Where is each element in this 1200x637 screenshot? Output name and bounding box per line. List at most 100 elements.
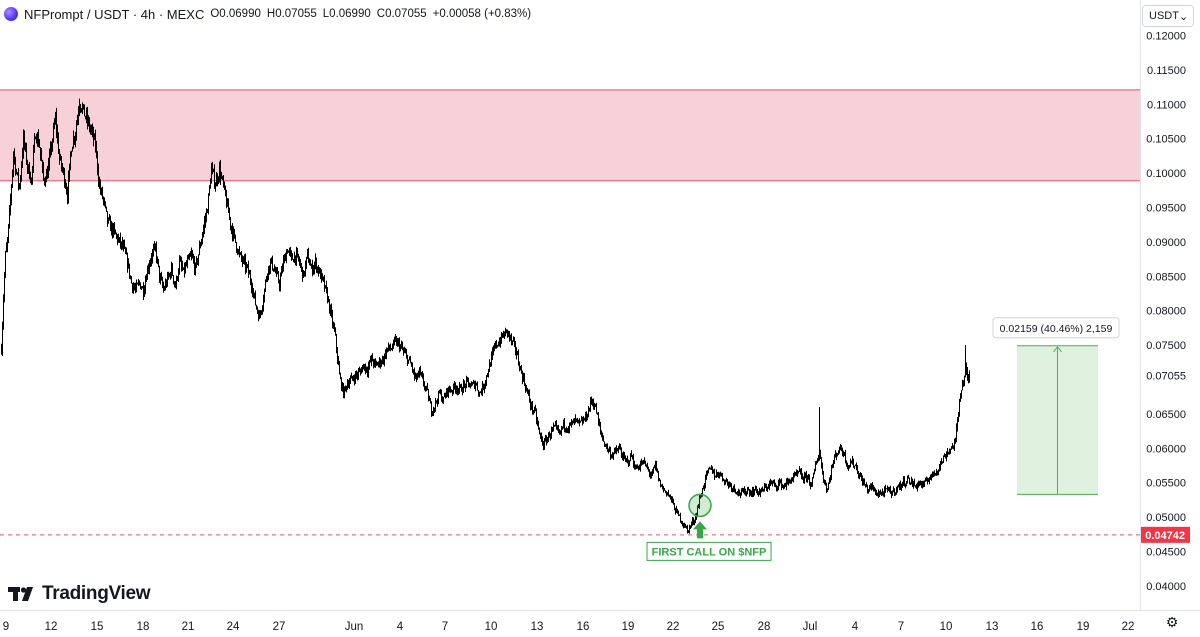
candle-down (318, 267, 319, 274)
candle-up (371, 355, 372, 362)
candle-down (570, 423, 571, 425)
candle-up (369, 360, 370, 367)
candle-down (515, 342, 516, 351)
candle-down (40, 147, 41, 155)
candle-up (505, 330, 506, 337)
candle-down (651, 474, 652, 476)
candle-up (550, 435, 551, 438)
candle-up (716, 473, 717, 478)
candle-down (723, 478, 724, 481)
candle-down (933, 471, 934, 474)
candle-up (639, 468, 640, 470)
candle-down (681, 521, 682, 523)
candle-down (612, 455, 613, 457)
candle-up (210, 183, 211, 187)
candle-up (698, 505, 699, 508)
candle-up (113, 226, 114, 235)
candle-up (494, 347, 495, 349)
candle-up (711, 466, 712, 470)
candle-down (856, 464, 857, 468)
candle-up (433, 408, 434, 413)
price-axis[interactable]: 0.12000 0.11500 0.11000 0.10500 0.10000 0.095… (1140, 0, 1191, 610)
candle-down (106, 206, 107, 212)
candle-down (575, 418, 576, 420)
candle-down (668, 493, 669, 496)
candle-down (540, 433, 541, 436)
callout-circle (688, 493, 712, 518)
currency-label: USDT (1149, 10, 1179, 22)
candle-down (139, 282, 140, 284)
candle-up (508, 331, 509, 334)
candle-up (581, 419, 582, 421)
candle-up (165, 282, 166, 289)
candle-down (125, 247, 126, 254)
candle-up (408, 359, 409, 364)
candle-up (554, 425, 555, 427)
candle-down (193, 257, 194, 262)
candle-up (832, 466, 833, 468)
candle-up (32, 166, 33, 179)
candle-down (228, 201, 229, 213)
candle-up (151, 258, 152, 262)
candle-down (116, 233, 117, 236)
candle-up (246, 265, 247, 269)
candle-down (97, 152, 98, 170)
candle-up (266, 278, 267, 282)
candle-up (187, 259, 188, 265)
candle-up (188, 255, 189, 260)
currency-selector[interactable]: USDT ⌄ (1142, 5, 1194, 27)
candle-down (757, 490, 758, 494)
candle-up (294, 255, 295, 262)
candle-down (122, 241, 123, 248)
candle-up (741, 489, 742, 495)
candle-up (164, 288, 165, 290)
gear-icon[interactable]: ⚙ (1165, 614, 1179, 630)
symbol-title[interactable]: NFPrompt / USDT · 4h · MEXC (24, 6, 205, 22)
candle-up (360, 370, 361, 372)
candle-up (379, 359, 380, 364)
candle-down (858, 473, 859, 477)
candle-up (797, 472, 798, 474)
candle-down (275, 270, 276, 273)
candle-down (25, 145, 26, 147)
time-axis[interactable]: 9 12 15 18 21 24 27 Jun 4 7 10 13 16 19 22 25 28 Jul 4 7 10 1… (0, 610, 1200, 634)
candle-down (532, 403, 533, 411)
price-tick-label: 0.08500 (1146, 271, 1186, 283)
tradingview-wordmark: TradingView (42, 583, 151, 604)
candle-down (665, 490, 666, 492)
candle-up (965, 366, 966, 377)
candle-up (944, 455, 945, 457)
candle-down (657, 468, 658, 472)
candle-down (784, 485, 785, 487)
candle-up (643, 460, 644, 464)
callout-label: FIRST CALL ON $NFP (652, 546, 767, 558)
candle-up (653, 467, 654, 471)
candle-down (356, 373, 357, 375)
candle-down (867, 486, 868, 492)
candle-up (305, 264, 306, 275)
candle-up (898, 486, 899, 488)
candle-up (413, 369, 414, 371)
candle-up (365, 366, 366, 371)
candle-up (816, 463, 817, 465)
candle-down (477, 384, 478, 391)
candle-down (821, 458, 822, 466)
candle-down (323, 277, 324, 280)
candle-down (421, 372, 422, 375)
candle-down (730, 483, 731, 486)
candle-up (792, 479, 793, 481)
candle-up (425, 387, 426, 389)
candle-down (396, 338, 397, 345)
candle-down (776, 485, 777, 488)
candle-up (534, 408, 535, 412)
candle-up (761, 488, 762, 492)
tradingview-branding[interactable]: TradingView (8, 583, 151, 605)
candle-down (62, 166, 63, 170)
candle-up (594, 406, 595, 408)
candle-down (375, 360, 376, 364)
candle-up (167, 275, 168, 285)
candle-down (90, 128, 91, 130)
candle-up (544, 439, 545, 448)
candle-down (279, 281, 280, 287)
